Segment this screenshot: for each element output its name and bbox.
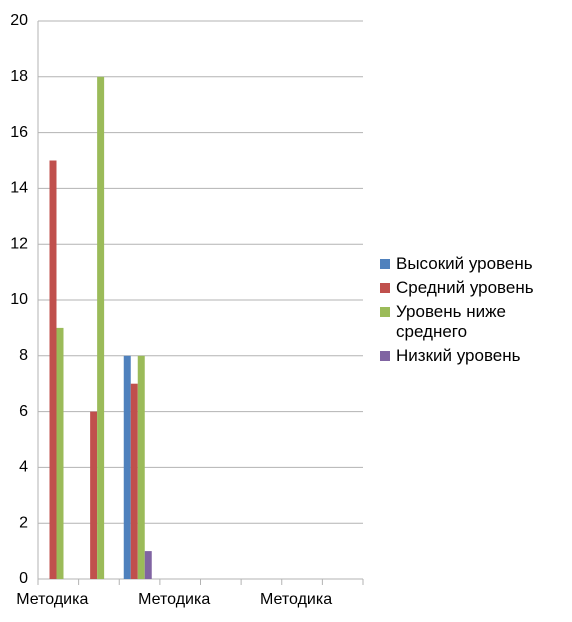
bar [130, 383, 138, 579]
y-tick-label: 12 [10, 235, 28, 252]
legend-swatch [380, 307, 390, 317]
legend: Высокий уровень Средний уровень Уровень ни… [380, 254, 545, 370]
bar [123, 355, 131, 579]
bar [137, 355, 145, 579]
legend-label: Высокий уровень [396, 254, 533, 273]
x-tick-label: Методика [138, 591, 210, 608]
y-tick-label: 4 [19, 459, 28, 476]
legend-item: Низкий уровень [380, 346, 545, 366]
y-tick-label: 6 [19, 403, 28, 420]
y-tick-label: 18 [10, 68, 28, 85]
legend-item: Уровень ниже среднего [380, 302, 545, 342]
legend-item: Высокий уровень [380, 254, 545, 274]
y-tick-label: 2 [19, 514, 28, 531]
bar [97, 76, 105, 580]
x-tick-label: Методика [16, 591, 88, 608]
legend-swatch [380, 283, 390, 293]
y-tick-label: 16 [10, 124, 28, 141]
y-tick-label: 14 [10, 180, 28, 197]
bar [144, 551, 152, 579]
bar [49, 160, 57, 579]
legend-label: Уровень ниже среднего [396, 302, 506, 341]
legend-swatch [380, 259, 390, 269]
x-tick-label: Методика [260, 591, 332, 608]
legend-swatch [380, 351, 390, 361]
legend-label: Средний уровень [396, 278, 534, 297]
y-tick-label: 0 [19, 570, 28, 587]
y-tick-label: 10 [10, 291, 28, 308]
bar [56, 327, 64, 579]
y-tick-label: 8 [19, 347, 28, 364]
y-tick-label: 20 [10, 12, 28, 29]
legend-label: Низкий уровень [396, 346, 521, 365]
legend-item: Средний уровень [380, 278, 545, 298]
bar [90, 411, 98, 579]
